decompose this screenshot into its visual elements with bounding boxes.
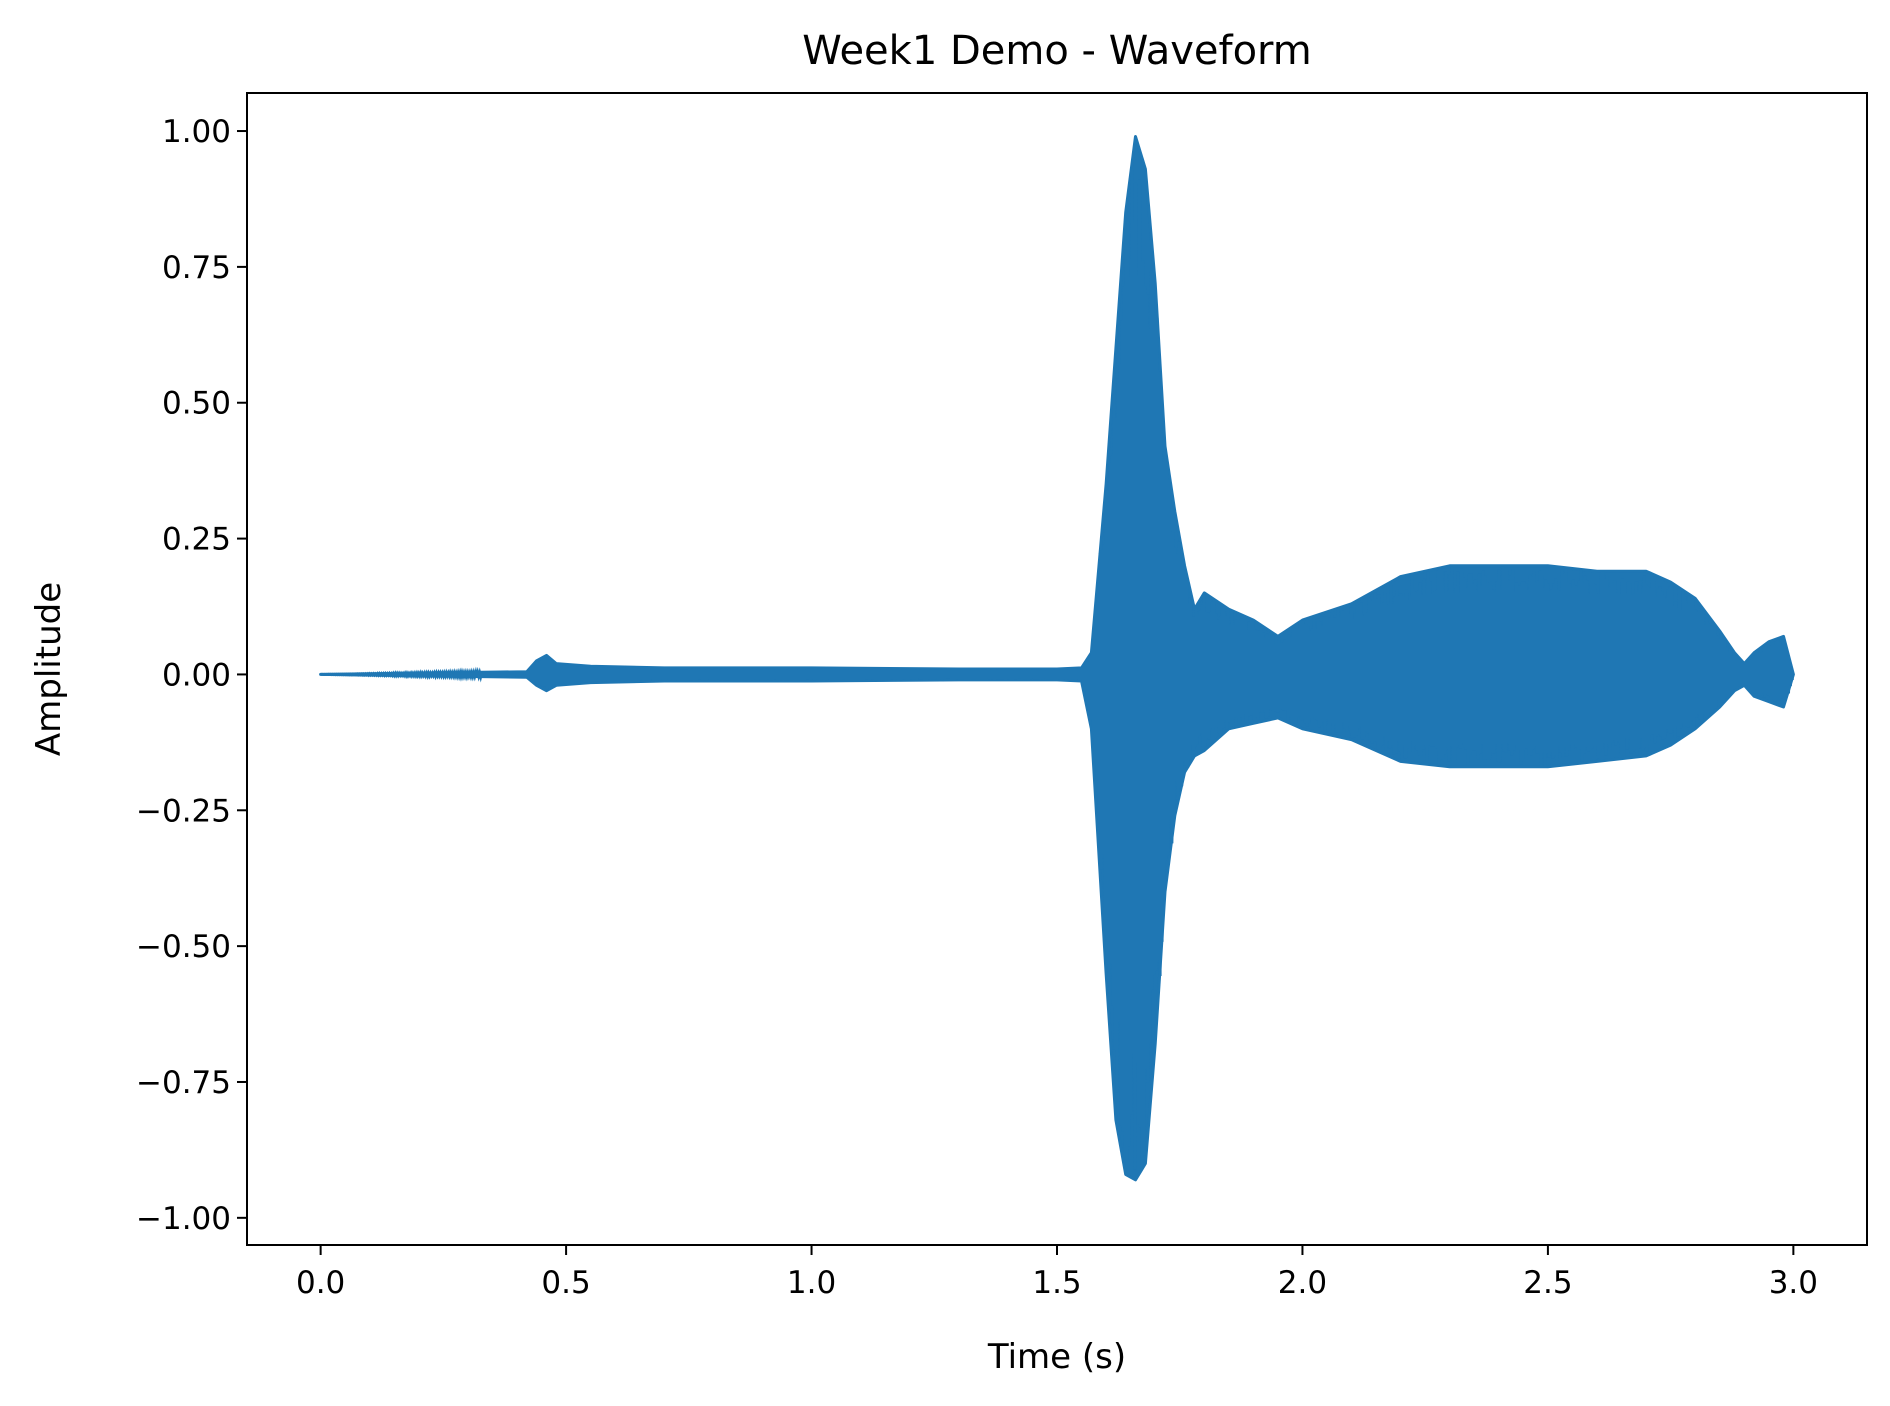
y-tick-label: 0.50 xyxy=(162,386,231,422)
y-tick-label: −0.25 xyxy=(136,793,231,829)
y-tick-label: 0.75 xyxy=(162,250,231,286)
x-tick-label: 2.5 xyxy=(1523,1265,1572,1301)
y-axis-label: Amplitude xyxy=(29,582,69,756)
y-tick-label: −0.75 xyxy=(136,1065,231,1101)
y-tick-label: 1.00 xyxy=(162,114,231,150)
x-axis-label: Time (s) xyxy=(987,1337,1126,1377)
y-tick-label: −1.00 xyxy=(136,1201,231,1237)
plot-area xyxy=(319,135,1795,1182)
chart-title: Week1 Demo - Waveform xyxy=(802,28,1312,74)
y-tick-label: 0.25 xyxy=(162,522,231,558)
x-tick-label: 0.5 xyxy=(541,1265,590,1301)
x-axis-ticks: 0.0 0.5 1.0 1.5 2.0 2.5 3.0 xyxy=(296,1245,1818,1301)
x-tick-label: 3.0 xyxy=(1769,1265,1818,1301)
x-tick-label: 1.5 xyxy=(1032,1265,1081,1301)
x-tick-label: 1.0 xyxy=(787,1265,836,1301)
y-tick-label: −0.50 xyxy=(136,929,231,965)
plot-frame xyxy=(246,92,1868,1246)
x-tick-label: 2.0 xyxy=(1278,1265,1327,1301)
x-tick-label: 0.0 xyxy=(296,1265,345,1301)
y-axis-ticks: 1.00 0.75 0.50 0.25 0.00 −0.25 −0.50 −0.75 −1.00 xyxy=(136,114,247,1237)
waveform-line xyxy=(320,168,1794,1170)
y-tick-label: 0.00 xyxy=(162,657,231,693)
